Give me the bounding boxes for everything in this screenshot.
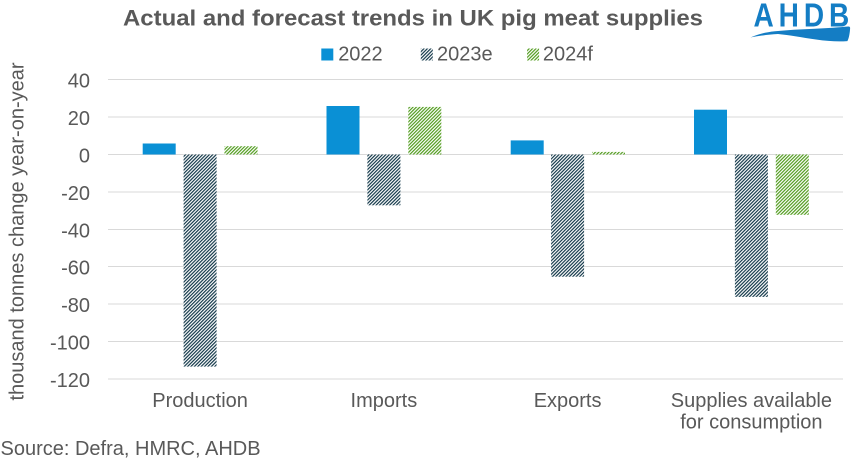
svg-text:0: 0 xyxy=(79,145,90,167)
svg-text:-20: -20 xyxy=(61,183,90,205)
svg-text:20: 20 xyxy=(68,108,90,130)
svg-text:-120: -120 xyxy=(50,370,90,392)
svg-text:-60: -60 xyxy=(61,257,90,279)
svg-text:-100: -100 xyxy=(50,332,90,354)
svg-text:for consumption: for consumption xyxy=(680,412,822,434)
svg-text:Imports: Imports xyxy=(351,390,418,412)
svg-text:Exports: Exports xyxy=(534,390,602,412)
svg-text:2023e: 2023e xyxy=(437,44,493,66)
svg-text:Production: Production xyxy=(152,390,248,412)
svg-text:-40: -40 xyxy=(61,220,90,242)
svg-text:thousand tonnes change year-on: thousand tonnes change year-on-year xyxy=(7,62,29,400)
svg-text:40: 40 xyxy=(68,70,90,92)
svg-text:Actual and forecast trends in: Actual and forecast trends in UK pig mea… xyxy=(123,6,703,31)
svg-text:-80: -80 xyxy=(61,295,90,317)
svg-text:2022: 2022 xyxy=(338,44,383,66)
svg-text:Supplies available: Supplies available xyxy=(671,390,832,412)
svg-text:2024f: 2024f xyxy=(543,44,593,66)
svg-text:Source: Defra, HMRC, AHDB: Source: Defra, HMRC, AHDB xyxy=(1,438,261,460)
